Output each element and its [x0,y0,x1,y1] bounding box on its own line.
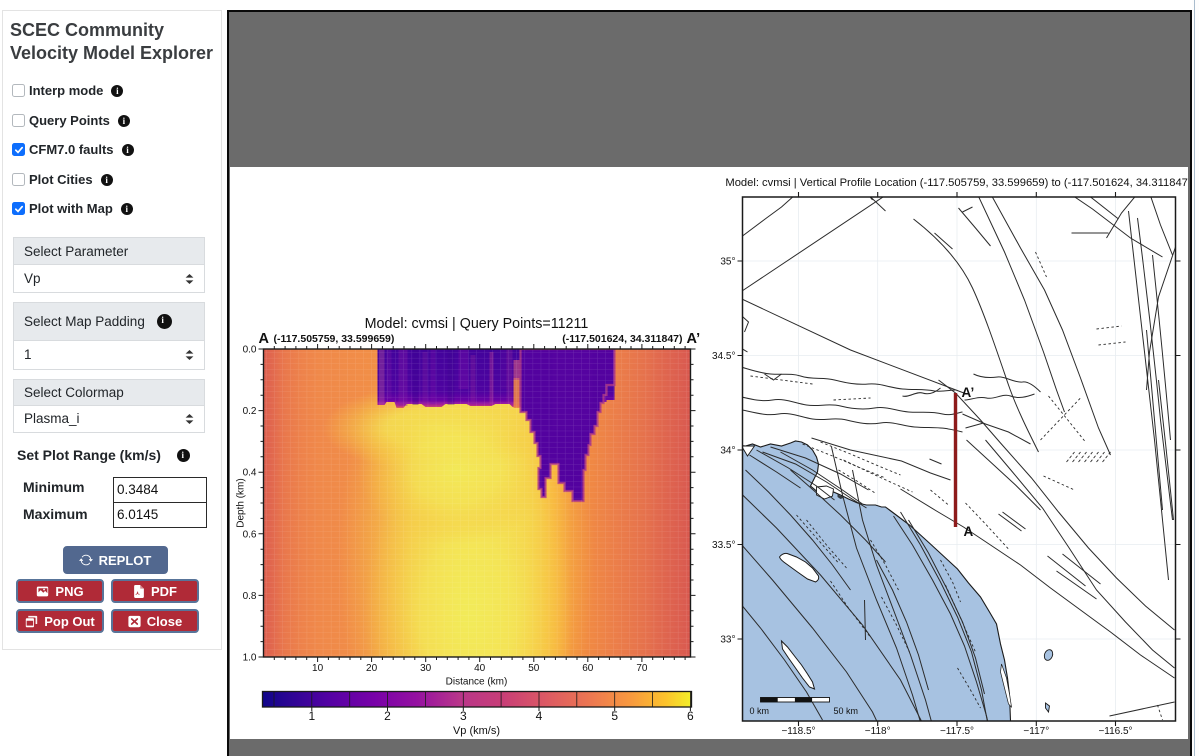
svg-text:Depth (km): Depth (km) [235,478,246,527]
svg-text:Model: cvmsi | Vertical Profil: Model: cvmsi | Vertical Profile Location… [725,177,1188,189]
svg-text:Distance (km): Distance (km) [445,677,507,688]
svg-text:0.2: 0.2 [242,406,256,417]
svg-text:2: 2 [384,709,391,723]
svg-text:50 km: 50 km [833,706,858,716]
svg-text:−118.5°: −118.5° [781,726,815,737]
svg-text:20: 20 [366,663,378,674]
svg-text:34.5°: 34.5° [712,351,735,362]
svg-text:Vp (km/s): Vp (km/s) [452,725,499,737]
svg-text:−118°: −118° [864,726,890,737]
svg-text:1: 1 [308,709,315,723]
svg-text:0 km: 0 km [749,706,769,716]
svg-text:1.0: 1.0 [242,653,256,664]
svg-text:0.4: 0.4 [242,468,256,479]
svg-text:3: 3 [459,709,466,723]
svg-text:0.0: 0.0 [242,345,256,356]
svg-text:A’: A’ [961,385,974,400]
svg-text:50: 50 [528,663,540,674]
svg-text:−117°: −117° [1023,726,1049,737]
svg-text:40: 40 [474,663,486,674]
svg-text:0.6: 0.6 [242,529,256,540]
svg-text:A: A [963,524,973,539]
svg-text:A’: A’ [686,331,700,347]
svg-text:−117.5°: −117.5° [939,726,973,737]
svg-text:A: A [258,331,269,347]
svg-text:−116.5°: −116.5° [1098,726,1132,737]
svg-text:34°: 34° [720,446,735,457]
svg-text:33°: 33° [720,635,735,646]
svg-text:5: 5 [611,709,618,723]
svg-text:0.8: 0.8 [242,591,256,602]
svg-text:33.5°: 33.5° [712,540,735,551]
svg-text:35°: 35° [720,257,735,268]
svg-text:(-117.501624, 34.311847): (-117.501624, 34.311847) [562,333,682,345]
svg-text:70: 70 [636,663,648,674]
svg-text:4: 4 [535,709,542,723]
svg-text:(-117.505759, 33.599659): (-117.505759, 33.599659) [273,333,394,345]
svg-text:10: 10 [312,663,324,674]
svg-text:30: 30 [420,663,432,674]
svg-text:Model: cvmsi | Query Points=11: Model: cvmsi | Query Points=11211 [364,316,588,332]
svg-text:60: 60 [582,663,594,674]
svg-text:6: 6 [687,709,694,723]
